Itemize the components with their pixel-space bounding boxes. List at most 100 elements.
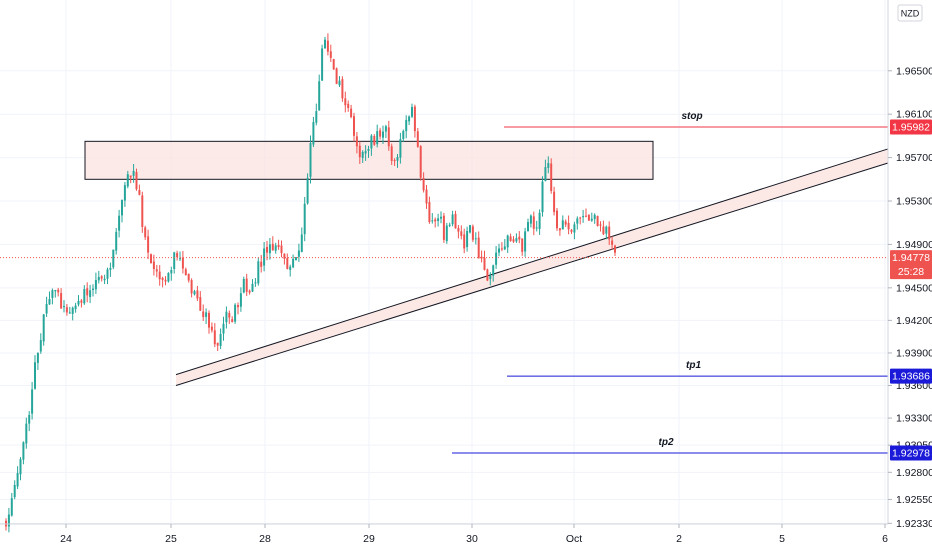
- candle-up: [544, 167, 547, 181]
- trend-channel[interactable]: [175, 148, 889, 386]
- candle-up: [593, 214, 596, 220]
- candle-down: [350, 108, 353, 118]
- level-lines[interactable]: stop tp1 tp2: [452, 111, 888, 454]
- candle-up: [324, 39, 326, 49]
- price-tick-label: 1.93900: [896, 347, 932, 359]
- candle-up: [297, 250, 300, 257]
- candle-down: [283, 253, 286, 259]
- candle-up: [303, 203, 306, 235]
- price-tick-label: 1.92800: [896, 467, 932, 479]
- stop-price-tag: [890, 119, 932, 135]
- candle-down: [216, 342, 219, 346]
- candle-up: [109, 267, 112, 270]
- time-tick-label: Oct: [566, 533, 582, 545]
- candle-down: [228, 313, 231, 318]
- candle-up: [367, 148, 370, 151]
- candle-down: [611, 240, 614, 245]
- candle-down: [332, 59, 335, 70]
- candle-up: [445, 225, 448, 242]
- candle-up: [561, 220, 564, 230]
- candle-down: [344, 98, 347, 106]
- candle-up: [274, 245, 277, 251]
- candle-up: [506, 235, 509, 248]
- candle-down: [463, 234, 466, 249]
- candle-down: [176, 253, 179, 257]
- candle-up: [239, 293, 242, 307]
- channel-lower-line[interactable]: [175, 162, 889, 386]
- candle-up: [376, 131, 379, 145]
- tp2-price-tag-text: 1.92978: [892, 448, 930, 460]
- candle-up: [34, 362, 36, 389]
- candle-down: [500, 248, 503, 250]
- time-tick-label: 29: [363, 533, 375, 545]
- stop-label: stop: [681, 111, 702, 122]
- candle-up: [437, 218, 440, 221]
- candle-up: [31, 389, 34, 414]
- candle-down: [512, 239, 515, 242]
- candle-up: [370, 135, 373, 149]
- candle-down: [390, 146, 393, 161]
- candle-down: [196, 290, 199, 299]
- price-axis[interactable]: 1.96500 1.96100 1.95700 1.95300 1.94900 1.945…: [888, 65, 932, 530]
- candle-up: [306, 177, 309, 204]
- currency-badge[interactable]: NZD: [897, 4, 923, 22]
- candle-up: [242, 278, 245, 293]
- candle-down: [379, 130, 382, 137]
- candle-down: [202, 311, 205, 318]
- time-tick-label: 2: [676, 533, 682, 545]
- candle-up: [431, 220, 434, 222]
- candle-up: [170, 270, 173, 274]
- candle-down: [358, 145, 361, 158]
- candle-down: [558, 228, 561, 231]
- candle-up: [466, 231, 469, 248]
- candle-up: [451, 214, 454, 225]
- candle-up: [503, 246, 506, 250]
- time-axis[interactable]: 24 25 28 29 30 Oct 2 5 6: [60, 524, 888, 545]
- candle-down: [237, 305, 239, 308]
- candle-down: [442, 215, 445, 240]
- candle-up: [219, 333, 222, 346]
- candle-down: [144, 227, 147, 238]
- candle-up: [582, 216, 585, 218]
- candle-down: [373, 136, 376, 145]
- candle-down: [190, 280, 193, 294]
- candle-up: [489, 275, 492, 280]
- candle-up: [318, 81, 321, 111]
- candle-up: [289, 266, 292, 270]
- candle-down: [460, 231, 463, 236]
- candle-up: [39, 340, 42, 352]
- candle-up: [529, 215, 532, 224]
- tp1-label: tp1: [686, 360, 701, 371]
- candle-down: [199, 297, 202, 311]
- candle-up: [63, 306, 65, 308]
- candle-up: [254, 282, 257, 284]
- channel-upper-line[interactable]: [175, 148, 889, 376]
- candle-up: [535, 227, 538, 229]
- price-tick-label: 1.96500: [896, 65, 932, 77]
- price-tick-label: 1.95700: [896, 152, 932, 164]
- candle-down: [413, 106, 416, 132]
- candle-up: [16, 473, 19, 487]
- candle-up: [527, 222, 529, 232]
- candle-down: [416, 131, 419, 147]
- candle-down: [550, 163, 553, 191]
- candle-down: [532, 216, 535, 229]
- price-tick-label: 1.94900: [896, 239, 932, 251]
- candle-down: [341, 79, 344, 99]
- candle-up: [411, 106, 413, 117]
- candle-up: [54, 290, 57, 292]
- candle-down: [138, 189, 141, 195]
- candle-up: [205, 312, 208, 317]
- candle-down: [480, 256, 483, 259]
- candle-down: [596, 216, 599, 226]
- candle-down: [286, 258, 289, 269]
- time-tick-label: 5: [779, 533, 785, 545]
- price-tags: 1.95982 1.93686 1.92978 1.94778 25:28: [890, 119, 932, 461]
- candle-up: [469, 225, 471, 233]
- candle-down: [181, 257, 184, 269]
- candle-down: [387, 127, 390, 147]
- candle-up: [45, 303, 48, 314]
- candle-up: [384, 126, 387, 132]
